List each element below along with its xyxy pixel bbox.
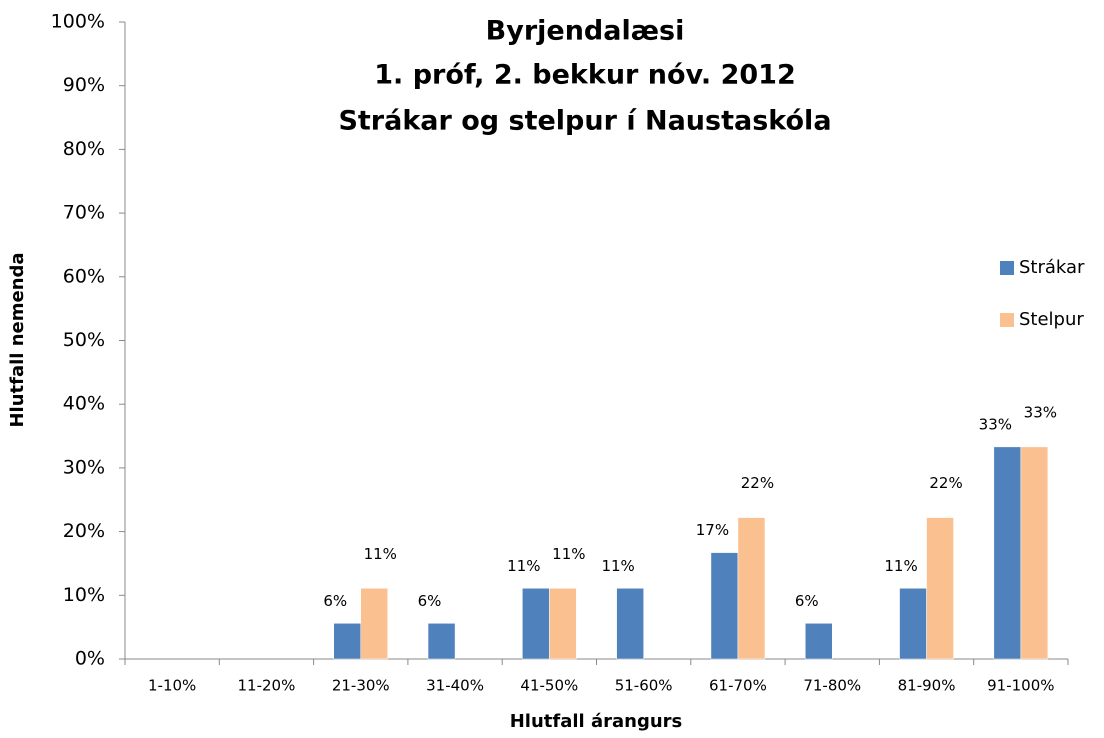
bar <box>737 517 766 660</box>
y-tick-label: 20% <box>63 520 105 542</box>
data-label: 11% <box>884 557 917 575</box>
data-label: 11% <box>601 557 634 575</box>
chart-title: Strákar og stelpur í Naustaskóla <box>338 106 831 137</box>
y-tick-label: 60% <box>63 265 105 287</box>
x-axis-title: Hlutfall árangurs <box>510 711 683 732</box>
bar <box>710 552 739 660</box>
y-tick-label: 90% <box>63 74 105 96</box>
x-tick-label: 51-60% <box>615 677 673 695</box>
legend-swatch <box>1000 261 1014 275</box>
bar <box>926 517 954 660</box>
y-tick-label: 70% <box>63 202 105 224</box>
bar <box>360 588 388 660</box>
x-tick-label: 11-20% <box>238 677 296 695</box>
data-label: 11% <box>552 545 585 563</box>
chart-title: Byrjendalæsi <box>486 16 685 47</box>
y-tick-label: 0% <box>75 648 105 670</box>
y-tick-label: 40% <box>63 393 105 415</box>
data-label: 11% <box>364 545 397 563</box>
data-label: 11% <box>507 557 540 575</box>
bar <box>993 446 1022 660</box>
data-label: 6% <box>323 592 347 610</box>
y-tick-label: 80% <box>63 138 105 160</box>
data-label: 33% <box>979 415 1012 433</box>
x-tick-label: 41-50% <box>520 677 578 695</box>
bar <box>616 588 644 660</box>
x-tick-label: 61-70% <box>709 677 767 695</box>
bar <box>899 588 927 660</box>
chart-title: 1. próf, 2. bekkur nóv. 2012 <box>374 60 795 91</box>
data-label: 33% <box>1024 403 1057 421</box>
bar <box>427 623 456 660</box>
x-tick-label: 21-30% <box>332 677 390 695</box>
y-tick-label: 10% <box>63 584 105 606</box>
bar <box>1020 446 1049 660</box>
data-label: 6% <box>795 592 819 610</box>
x-tick-label: 81-90% <box>898 677 956 695</box>
bar <box>549 588 577 660</box>
legend-label: Strákar <box>1019 257 1085 278</box>
x-tick-label: 71-80% <box>803 677 861 695</box>
y-axis-title: Hlutfall nemenda <box>7 252 28 427</box>
y-tick-label: 30% <box>63 456 105 478</box>
y-tick-label: 50% <box>63 329 105 351</box>
legend-swatch <box>1000 313 1014 327</box>
y-tick-label: 100% <box>51 11 105 33</box>
data-label: 17% <box>696 521 729 539</box>
bar <box>333 623 361 660</box>
data-label: 22% <box>929 474 962 492</box>
x-tick-label: 91-100% <box>987 677 1054 695</box>
x-tick-label: 1-10% <box>148 677 196 695</box>
legend-label: Stelpur <box>1019 309 1084 330</box>
data-label: 22% <box>741 474 774 492</box>
bar <box>805 623 833 660</box>
bar <box>522 588 550 660</box>
x-tick-label: 31-40% <box>426 677 484 695</box>
data-label: 6% <box>418 592 442 610</box>
